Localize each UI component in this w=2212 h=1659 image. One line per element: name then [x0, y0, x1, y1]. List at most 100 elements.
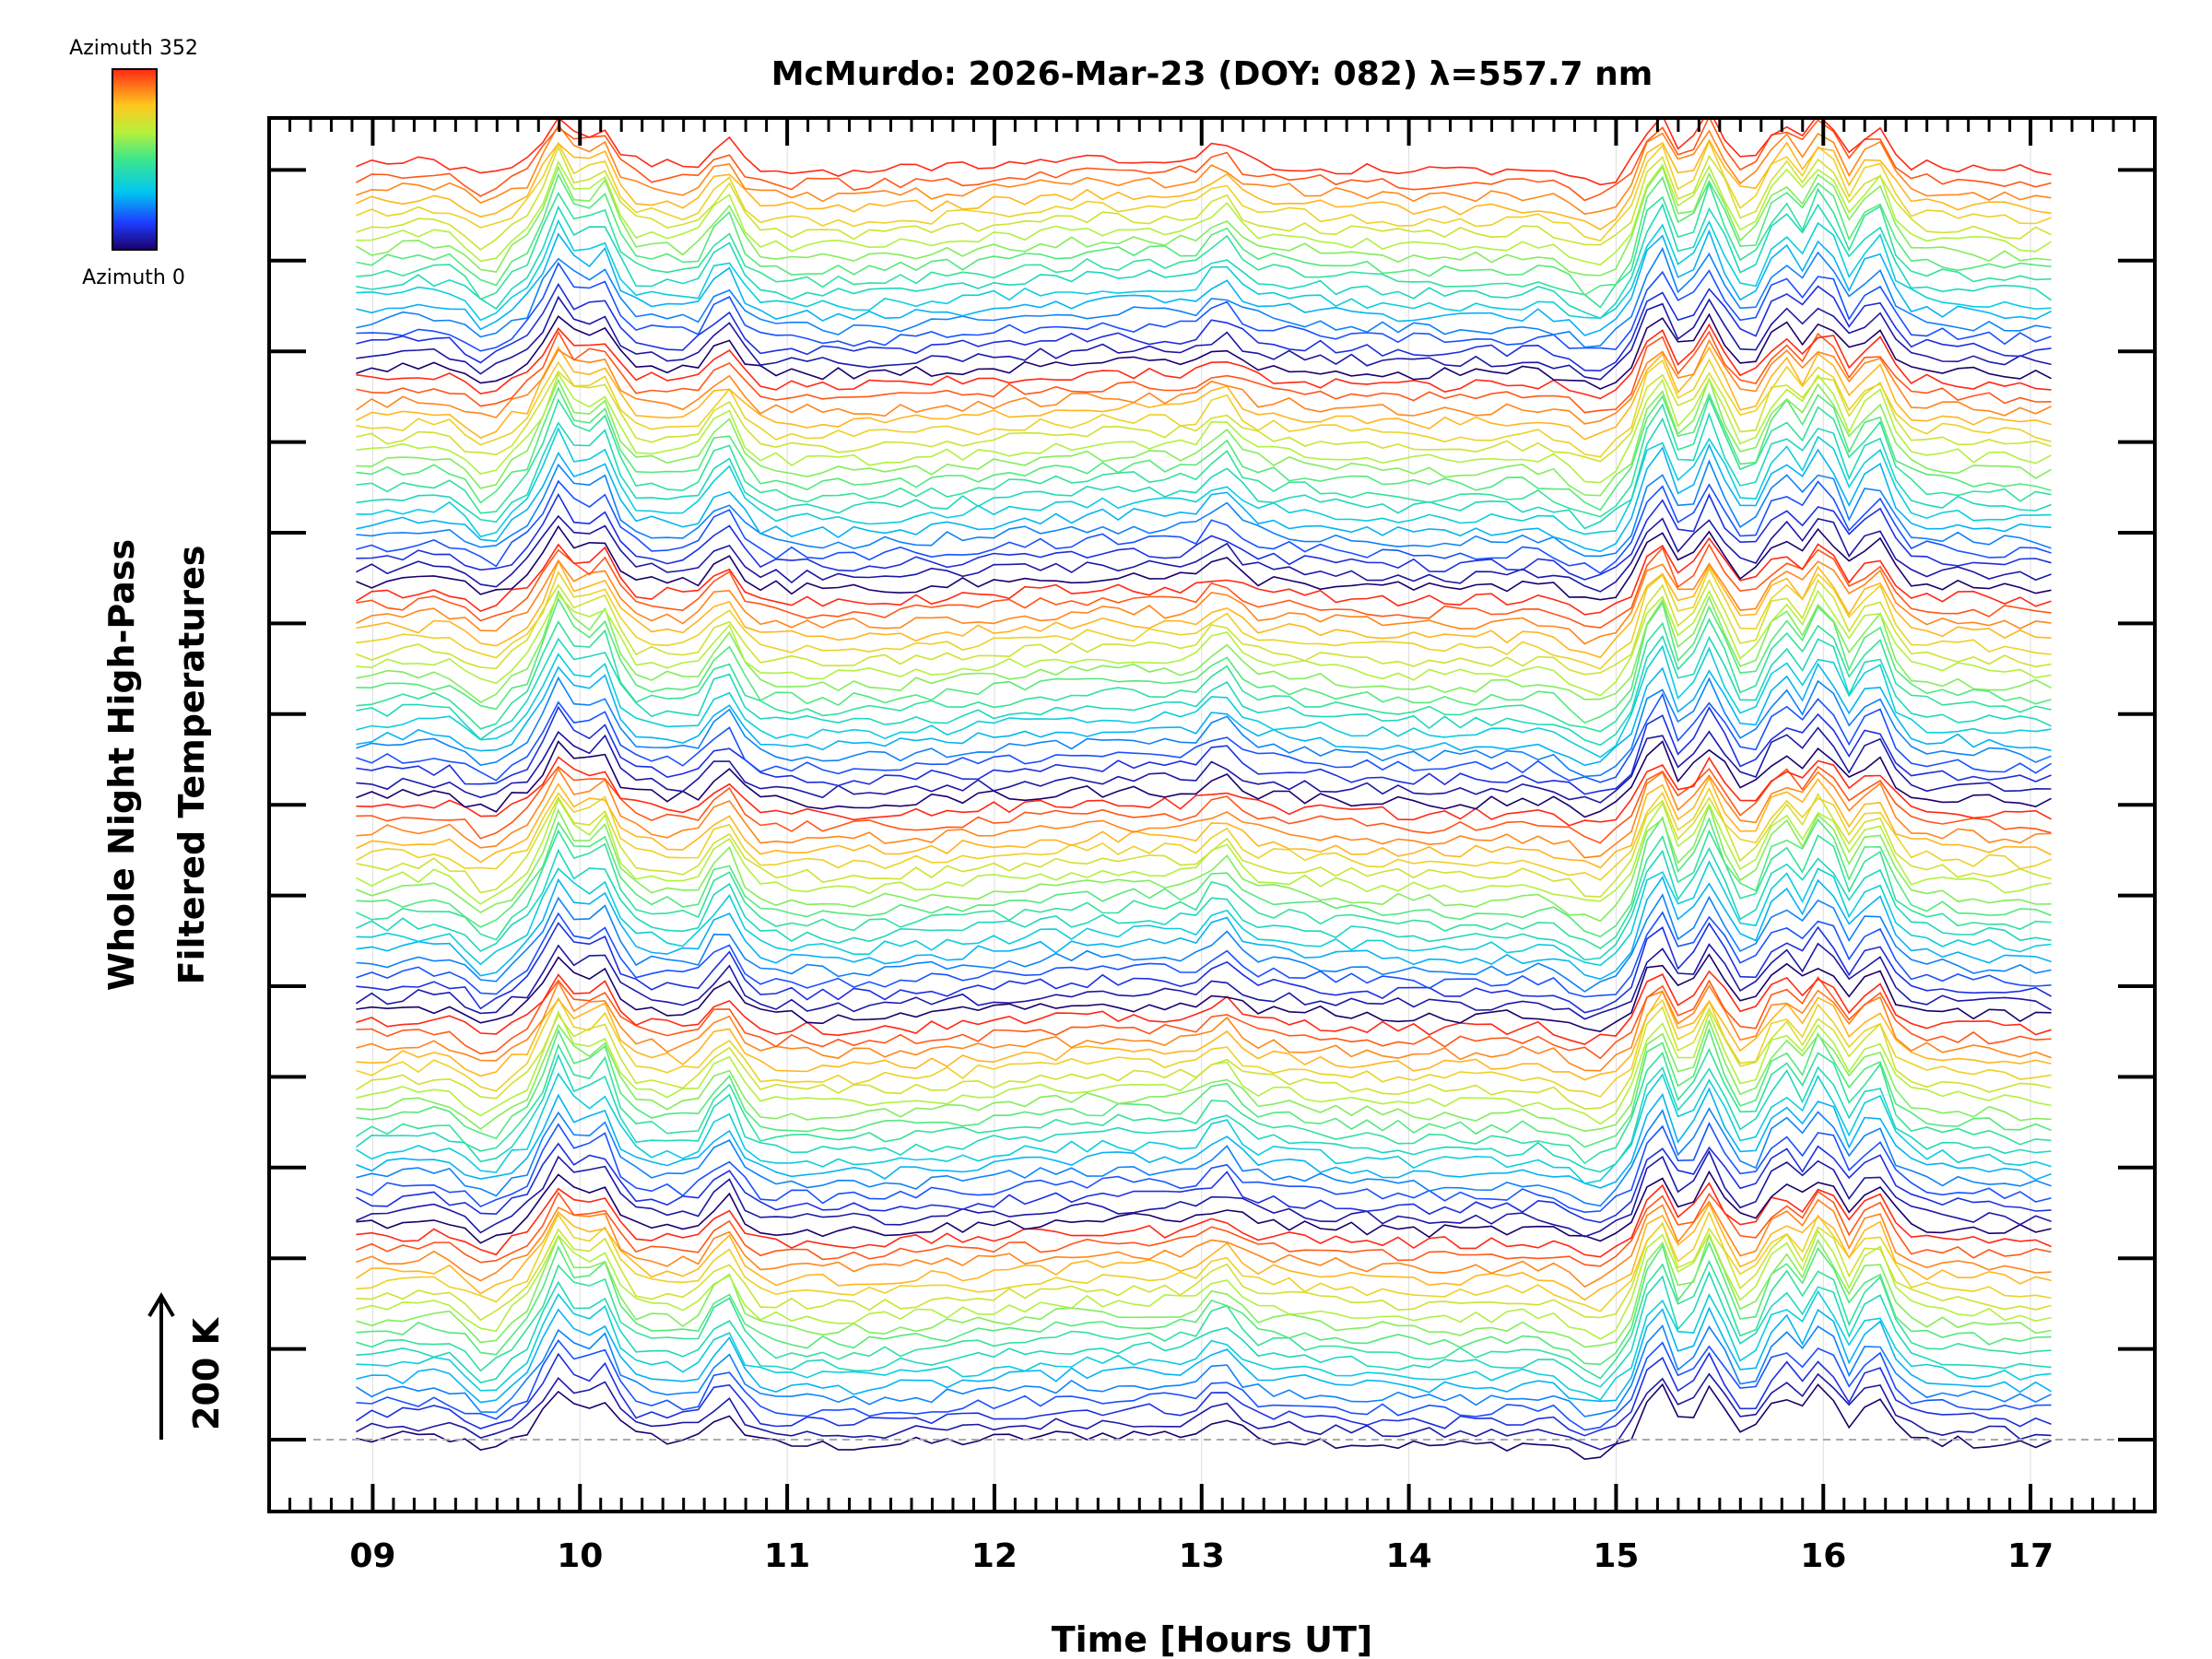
series-line	[356, 676, 2052, 778]
series-line	[356, 172, 2052, 297]
series-line	[356, 145, 2052, 251]
series-line	[356, 559, 2052, 659]
series-line	[356, 312, 2052, 390]
series-line	[356, 1233, 2052, 1348]
series-lines	[355, 118, 2053, 1461]
series-line	[356, 692, 2053, 783]
series-line	[356, 767, 2052, 859]
x-tick-label: 14	[1386, 1537, 1432, 1575]
series-line	[356, 203, 2053, 320]
series-line	[356, 1259, 2052, 1380]
series-line	[356, 1198, 2052, 1288]
series-line	[356, 358, 2052, 458]
series-line	[356, 479, 2052, 574]
series-line	[356, 412, 2052, 530]
series-line	[356, 1241, 2052, 1366]
series-line	[355, 942, 2052, 1020]
series-line	[356, 644, 2052, 759]
series-line	[356, 514, 2052, 593]
series-line	[356, 970, 2052, 1045]
series-line	[356, 1170, 2052, 1244]
series-line	[356, 1142, 2052, 1224]
series-line	[356, 618, 2052, 733]
series-line	[356, 262, 2052, 352]
series-line	[356, 980, 2052, 1072]
series-line	[356, 1221, 2052, 1322]
series-line	[356, 1210, 2052, 1312]
series-line	[356, 1372, 2052, 1451]
series-line	[356, 492, 2052, 581]
series-line	[356, 1149, 2052, 1238]
series-line	[356, 726, 2052, 804]
x-tick-label: 12	[971, 1537, 1018, 1575]
series-line	[355, 1202, 2052, 1301]
series-line	[355, 1351, 2052, 1437]
series-line	[356, 1229, 2052, 1340]
series-line	[356, 1270, 2052, 1388]
series-line	[356, 893, 2052, 993]
series-line	[356, 797, 2052, 905]
series-line	[356, 990, 2052, 1081]
series-line	[356, 567, 2052, 670]
y-axis-label-line2: Filtered Temperatures	[171, 546, 212, 985]
colorbar	[112, 68, 158, 251]
series-line	[356, 589, 2052, 697]
series-line	[356, 1306, 2053, 1404]
series-line	[356, 786, 2052, 881]
x-tick-label: 10	[557, 1537, 603, 1575]
series-line	[356, 1190, 2052, 1267]
series-line	[356, 395, 2052, 518]
series-line	[356, 543, 2052, 629]
series-line	[356, 975, 2052, 1060]
series-line	[356, 1018, 2052, 1133]
series-line	[356, 138, 2052, 230]
series-line	[356, 330, 2052, 414]
plot-frame	[267, 116, 2157, 1513]
x-axis-label: Time [Hours UT]	[1052, 1619, 1373, 1659]
x-tick-label: 13	[1179, 1537, 1225, 1575]
series-line	[356, 323, 2052, 400]
scale-indicator: 200 K	[147, 1292, 227, 1440]
series-line	[356, 816, 2052, 938]
y-axis-label-line1: Whole Night High-Pass	[101, 539, 142, 991]
series-line	[356, 589, 2052, 703]
series-line	[356, 953, 2052, 1033]
series-line	[356, 662, 2052, 767]
series-line	[356, 282, 2052, 372]
y-axis-label: Whole Night High-Pass Filtered Temperatu…	[101, 539, 212, 991]
x-tick-label: 09	[349, 1537, 395, 1575]
series-line	[356, 1087, 2052, 1189]
series-line	[356, 596, 2052, 724]
series-line	[355, 338, 2052, 425]
series-line	[356, 1027, 2052, 1148]
series-line	[356, 427, 2052, 538]
series-line	[356, 295, 2052, 381]
series-line	[355, 1072, 2052, 1184]
chart-title: McMurdo: 2026-Mar-23 (DOY: 082) λ=557.7 …	[771, 55, 1653, 93]
scale-arrow-head-icon	[147, 1292, 175, 1318]
series-line	[356, 829, 2052, 949]
series-line	[356, 159, 2053, 266]
series-line	[356, 371, 2052, 484]
axis-ticks	[267, 118, 2157, 1512]
series-line	[356, 996, 2052, 1098]
x-tick-label: 16	[1800, 1537, 1846, 1575]
x-tick-label: 17	[2007, 1537, 2053, 1575]
series-line	[356, 792, 2052, 898]
series-line	[356, 524, 2052, 601]
series-line	[356, 579, 2052, 676]
series-line	[355, 165, 2052, 276]
series-line	[356, 1122, 2052, 1214]
series-line	[356, 1289, 2052, 1401]
series-line	[356, 386, 2052, 512]
series-line	[355, 536, 2052, 616]
series-line	[356, 876, 2052, 981]
x-tick-label: 11	[764, 1537, 810, 1575]
colorbar-top-label: Azimuth 352	[69, 37, 198, 60]
x-gridlines	[371, 118, 2031, 1512]
series-line	[356, 559, 2052, 645]
series-line	[356, 705, 2052, 795]
series-line	[355, 1053, 2052, 1173]
series-line	[356, 846, 2052, 961]
